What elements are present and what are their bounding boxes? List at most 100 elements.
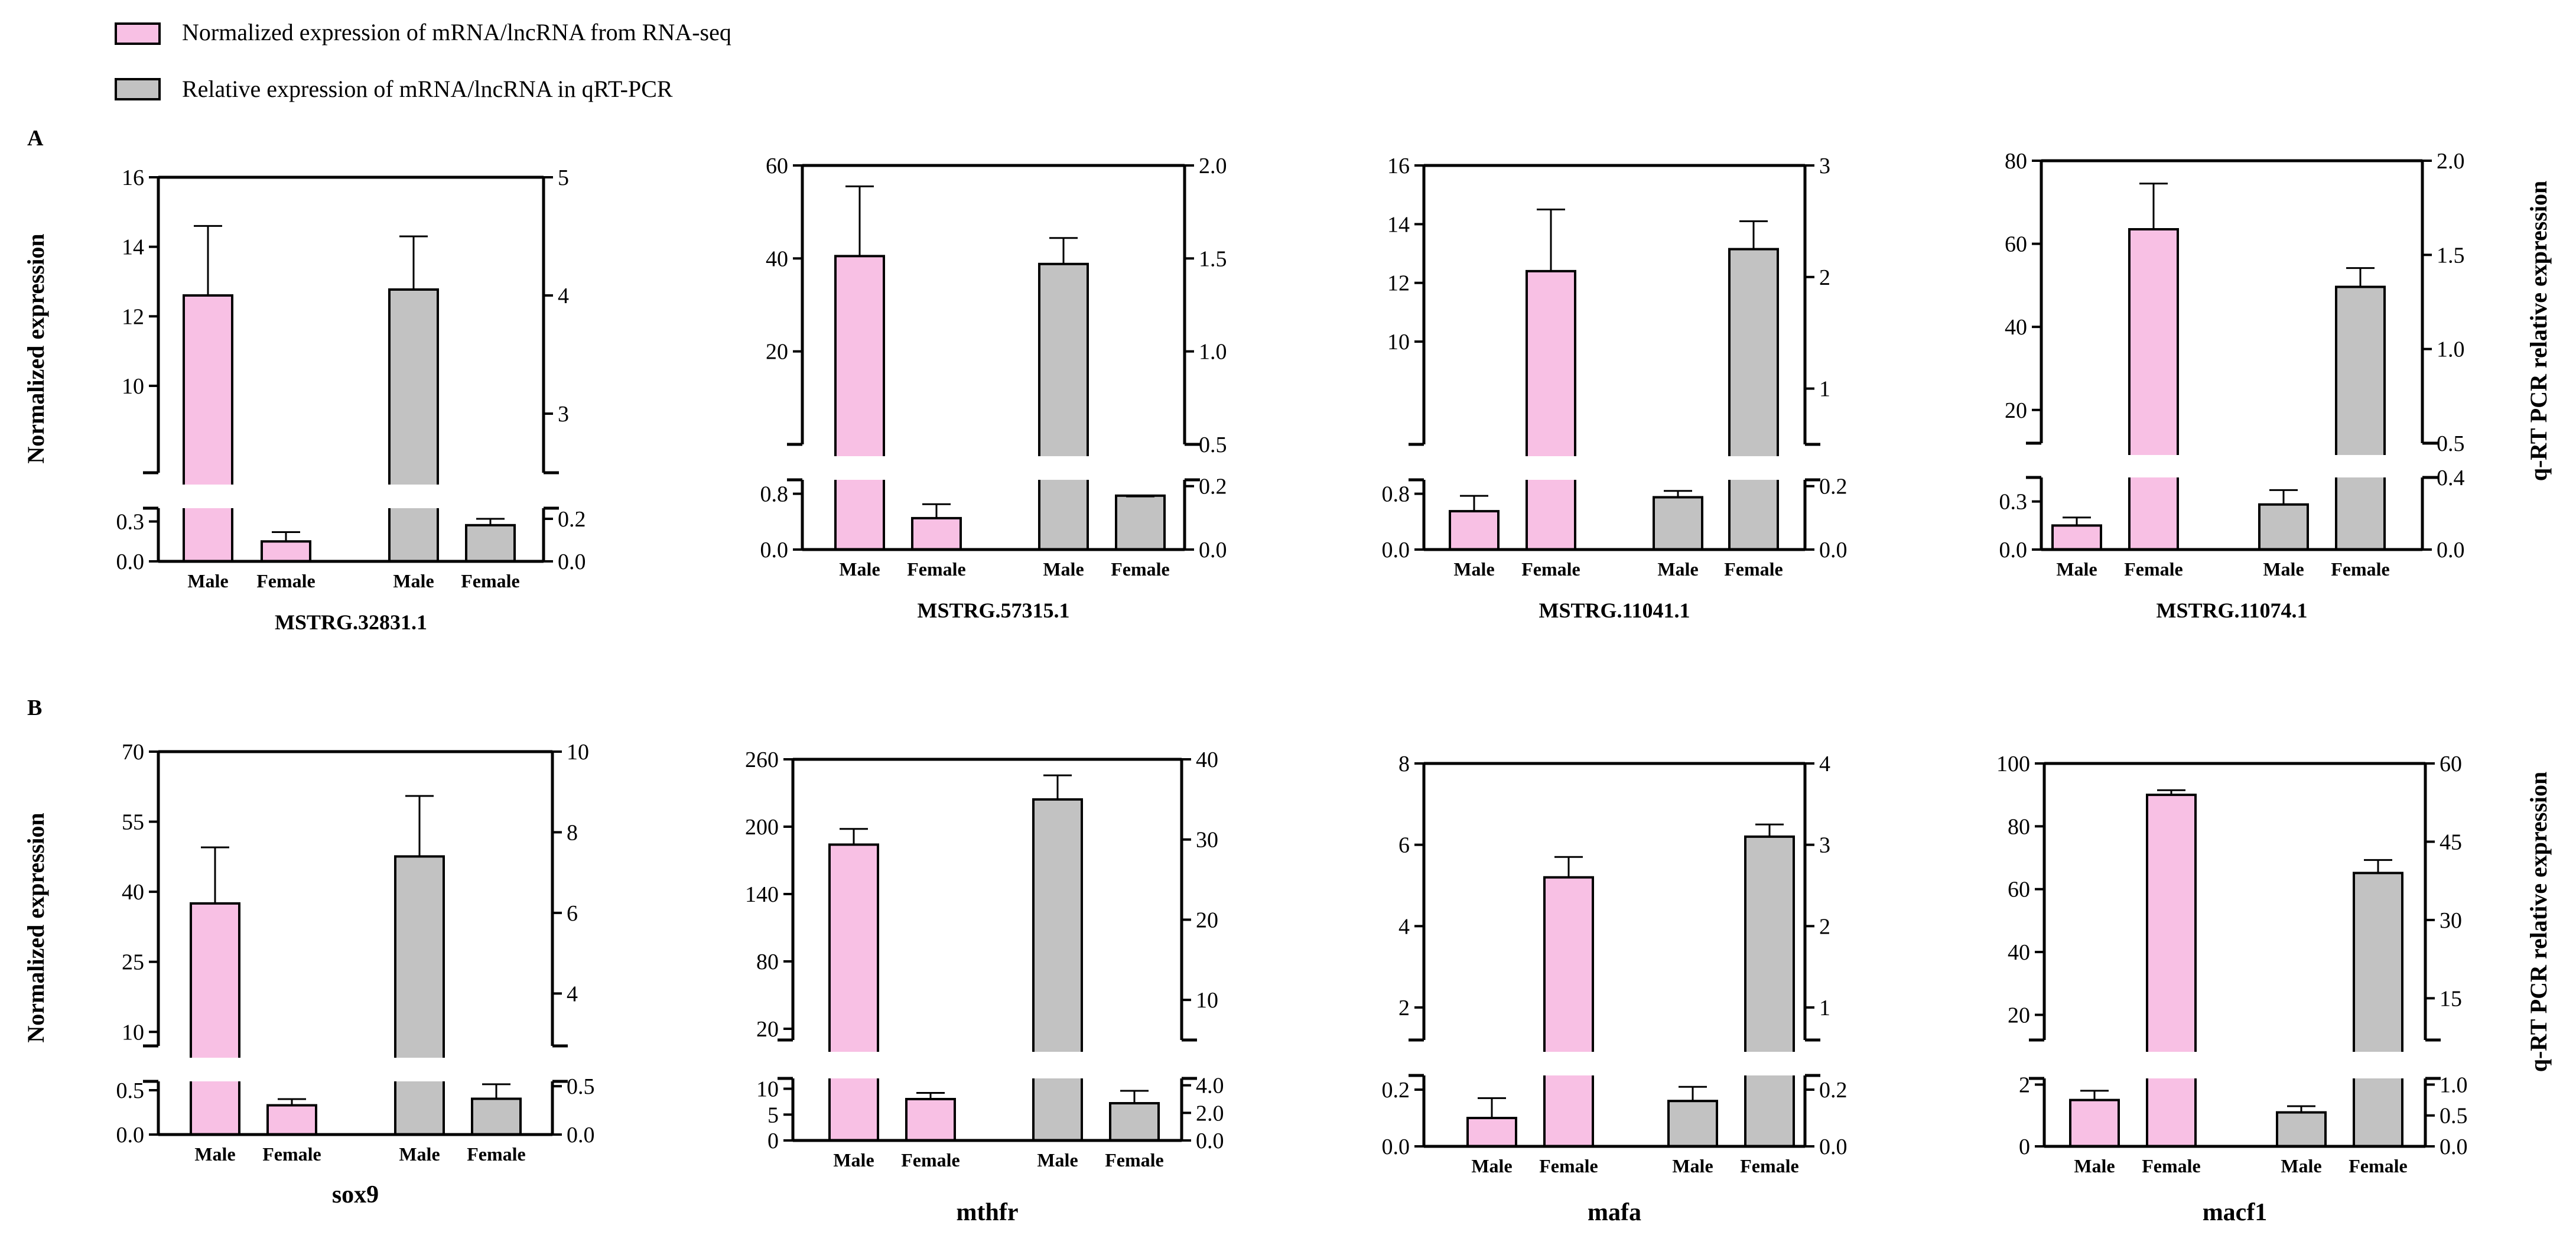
- chart-panel: 0.0 0.3 20 40 60 80 0.0 0.4 0.5 1.0 1.5 2.0 Male Fema…: [1999, 149, 2465, 622]
- category-label: Male: [1672, 1155, 1713, 1176]
- bar: [465, 524, 516, 563]
- chart-title: mthfr: [957, 1199, 1019, 1226]
- category-label: Male: [1657, 558, 1698, 580]
- legend: Normalized expression of mRNA/lncRNA fro…: [115, 19, 731, 102]
- category-label: Female: [2124, 558, 2183, 580]
- left-tick-label: 20: [2008, 1003, 2030, 1028]
- bar: [471, 1097, 522, 1136]
- right-tick-label: 4.0: [1196, 1074, 1224, 1098]
- left-tick-label: 0.2: [1382, 1078, 1410, 1103]
- left-tick-label: 0.5: [116, 1078, 145, 1103]
- bar-upper: [1744, 835, 1795, 1052]
- right-tick-label: 4: [1819, 752, 1830, 776]
- category-label: Female: [2349, 1155, 2408, 1176]
- bar: [2069, 1098, 2120, 1148]
- right-tick-label: 8: [567, 820, 578, 845]
- chart-panel: 0 2 20 40 60 80 100 0.0 0.5 1.0 15 30 45 60 Male Female…: [1996, 752, 2468, 1226]
- category-label: Female: [1105, 1149, 1164, 1171]
- category-label: Female: [256, 570, 316, 592]
- bar: [1466, 1117, 1517, 1148]
- right-tick-label: 10: [567, 740, 589, 765]
- right-tick-label: 0.5: [1199, 433, 1227, 457]
- bar-upper: [2146, 794, 2197, 1052]
- y-axis-label-right-row-b: q-RT PCR relative expression: [2525, 772, 2552, 1072]
- bar-upper: [394, 855, 445, 1058]
- right-tick-label: 1: [1819, 996, 1830, 1020]
- chart-title: MSTRG.11041.1: [1539, 599, 1690, 622]
- bar-lower: [1543, 1075, 1594, 1148]
- bar-lower: [394, 1081, 445, 1136]
- left-tick-label: 8: [1398, 752, 1410, 776]
- bar-lower: [1032, 1078, 1083, 1142]
- bar: [2276, 1111, 2327, 1148]
- left-tick-label: 100: [1996, 752, 2030, 776]
- row-label-a: A: [27, 126, 44, 151]
- chart-panel: 0.0 0.2 2 4 6 8 0.0 0.2 1 2 3 4 Male Female Male Female…: [1382, 752, 1848, 1226]
- left-tick-label: 0.0: [116, 550, 145, 574]
- category-label: Male: [187, 570, 228, 592]
- left-tick-label: 0.3: [116, 510, 145, 535]
- chart-panel: 0.0 0.5 10 25 40 55 70 0.0 0.5 4 6 8 10 Male Female Mal…: [116, 740, 595, 1208]
- category-label: Male: [1037, 1149, 1078, 1171]
- bar-lower: [2353, 1078, 2403, 1148]
- left-tick-label: 10: [122, 374, 144, 399]
- chart-title: mafa: [1588, 1199, 1641, 1226]
- bar-upper: [1032, 798, 1083, 1052]
- bar-lower: [1728, 480, 1779, 551]
- left-tick-label: 40: [2005, 315, 2027, 340]
- right-tick-label: 1.5: [1199, 246, 1227, 271]
- bar: [1653, 496, 1703, 551]
- bar-upper: [2128, 228, 2179, 455]
- right-tick-label: 0.0: [2440, 1135, 2468, 1159]
- bar-upper: [1728, 248, 1779, 456]
- right-tick-label: 1.0: [2437, 337, 2465, 362]
- legend-qpcr-swatch: [115, 78, 161, 100]
- bar-upper: [1543, 876, 1594, 1052]
- right-tick-label: 0.0: [1819, 538, 1848, 563]
- left-tick-label: 0.0: [1382, 538, 1410, 563]
- left-tick-label: 80: [2005, 149, 2027, 174]
- axis-break-gap: [1525, 456, 1577, 480]
- bar-upper: [1038, 262, 1089, 456]
- right-tick-label: 6: [567, 901, 578, 926]
- left-tick-label: 20: [2005, 398, 2027, 423]
- bar: [2258, 503, 2309, 551]
- right-tick-label: 2.0: [1196, 1101, 1224, 1126]
- right-tick-label: 3: [558, 402, 569, 427]
- right-tick-label: 3: [1819, 833, 1830, 858]
- bar: [1109, 1102, 1160, 1142]
- right-tick-label: 30: [1196, 828, 1218, 853]
- bar: [911, 516, 962, 551]
- category-label: Male: [194, 1143, 235, 1165]
- left-tick-label: 140: [745, 882, 779, 907]
- axis-break-gap: [393, 1058, 445, 1081]
- axis-break-gap: [1037, 456, 1089, 480]
- category-label: Male: [1471, 1155, 1512, 1176]
- left-tick-label: 10: [1387, 330, 1410, 355]
- left-tick-label: 40: [2008, 940, 2030, 965]
- category-label: Female: [907, 558, 966, 580]
- left-tick-label: 4: [1398, 914, 1410, 939]
- axis-break-gap: [189, 1058, 241, 1081]
- category-label: Female: [1740, 1155, 1799, 1176]
- right-tick-label: 0.2: [1199, 474, 1227, 499]
- right-tick-label: 1: [1819, 377, 1830, 402]
- left-tick-label: 0.8: [760, 482, 789, 507]
- left-tick-label: 6: [1398, 833, 1410, 858]
- right-tick-label: 2.0: [1199, 154, 1227, 178]
- left-tick-label: 0.0: [1382, 1135, 1410, 1159]
- right-tick-label: 0.0: [558, 550, 586, 574]
- category-label: Female: [467, 1143, 526, 1165]
- bar: [266, 1104, 317, 1136]
- left-tick-label: 260: [745, 748, 779, 772]
- right-tick-label: 0.5: [2437, 431, 2465, 456]
- category-label: Male: [1453, 558, 1494, 580]
- right-tick-label: 0.5: [567, 1074, 595, 1099]
- right-tick-label: 20: [1196, 908, 1218, 932]
- category-label: Male: [393, 570, 434, 592]
- bar-lower: [2146, 1078, 2197, 1148]
- left-tick-label: 40: [766, 246, 788, 271]
- bar: [1449, 510, 1500, 551]
- left-tick-label: 5: [767, 1103, 779, 1127]
